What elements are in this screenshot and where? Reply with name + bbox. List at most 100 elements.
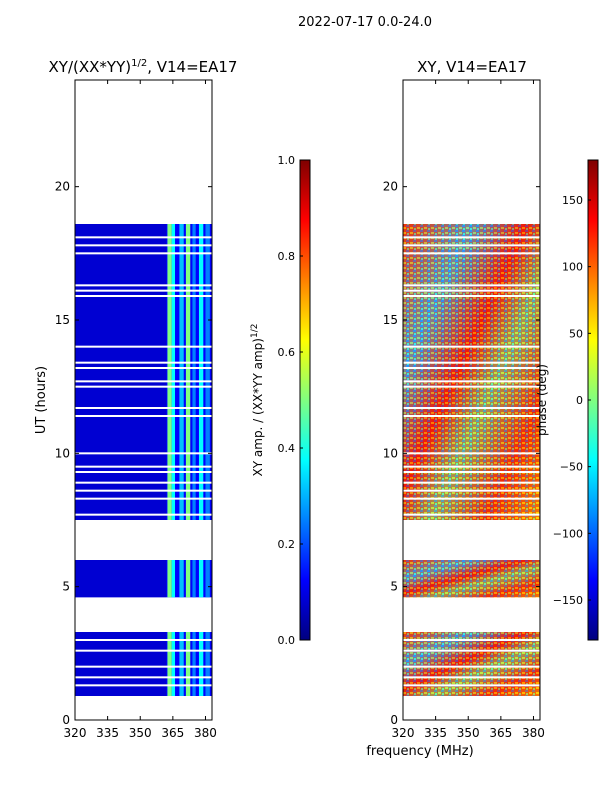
amp-channel-stripe [167,632,172,696]
phase-y-tick-label: 10 [383,446,398,460]
phase-colorbar-tick-label: 0 [576,394,583,407]
phase-gap-line [403,289,540,292]
amp-x-tick-label: 380 [194,726,217,740]
phase-gap-line [403,361,540,364]
amp-x-tick-label: 335 [96,726,119,740]
phase-gap-line [403,415,540,417]
phase-colorbar: −150 −100 −50 0 50 100 150 phase (deg) [535,159,599,641]
amp-gap-line [75,385,212,388]
amp-channel-stripe [185,632,191,696]
phase-y-tick-label: 5 [390,580,398,594]
phase-x-tick-label: 365 [489,726,512,740]
amp-low-band [75,224,167,520]
amp-channel-stripe [192,632,196,696]
amp-channel-stripe [198,560,204,598]
amp-gap-line [75,295,212,297]
amp-channel-stripe [179,224,184,520]
amp-channel-stripe [171,632,176,696]
amp-y-ticks: 0 5 10 15 20 [55,180,212,727]
phase-gap-lines [403,236,540,687]
amp-channel-stripe [179,632,184,696]
amp-x-ticks: 320 335 350 365 380 [64,80,217,740]
amp-low-band [75,560,167,598]
phase-y-ticks: 0 5 10 15 20 [383,180,540,727]
amp-gap-line [75,497,212,500]
amp-colorbar-label: XY amp. / (XX*YY amp)1/2 [250,324,265,477]
phase-plot-frame [402,79,541,721]
phase-gap-line [403,236,540,239]
phase-colorbar-tick-label: −150 [553,594,583,607]
phase-gap-line [403,367,540,369]
phase-title: XY, V14=EA17 [417,58,527,76]
phase-gap-line [403,385,540,388]
amp-colorbar-tick-label: 0.4 [278,442,296,455]
phase-gap-line [403,295,540,297]
amp-y-tick-label: 15 [55,313,70,327]
amp-channel-stripe [171,560,176,598]
phase-noise-texture [403,224,540,520]
phase-colorbar-tick-label: 100 [562,261,583,274]
amp-gap-line [75,481,212,484]
phase-colorbar-tick-label: −100 [553,527,583,540]
phase-gap-line [403,649,540,652]
amp-gap-line [75,665,212,668]
phase-y-tick-label: 20 [383,180,398,194]
amp-y-tick-label: 5 [62,580,70,594]
phase-y-tick-label: 15 [383,313,398,327]
frequency-axis-label: frequency (MHz) [366,744,473,759]
amp-panel: XY/(XX*YY)1/2, V14=EA17 320 335 350 365 380 … [34,58,237,740]
amp-channel-stripe [205,632,210,696]
amp-y-tick-label: 20 [55,180,70,194]
amp-low-band [75,632,167,696]
phase-gap-line [403,471,540,473]
phase-colorbar-label: phase (deg) [535,364,549,436]
amp-channel-stripe [167,560,172,598]
amp-plot-frame [74,79,213,721]
amp-gap-line [75,244,212,247]
amp-gap-line [75,649,212,652]
amp-x-tick-label: 350 [129,726,152,740]
amp-channel-stripe [198,224,204,520]
amp-y-tick-label: 10 [55,446,70,460]
phase-colorbar-tick-label: 150 [562,194,583,207]
amp-gap-line [75,380,212,383]
amp-channel-stripe [192,560,196,598]
phase-gap-line [403,252,540,255]
phase-gap-line [403,513,540,516]
phase-gap-line [403,481,540,484]
phase-colorbar-tick-label: 50 [569,327,583,340]
amp-colorbar: 0.0 0.2 0.4 0.6 0.8 1.0 XY amp. / (XX*YY amp)… [250,154,311,647]
phase-x-tick-label: 320 [392,726,415,740]
amp-colorbar-tick-label: 1.0 [278,154,296,167]
amp-channel-stripe [205,560,210,598]
phase-gap-line [403,639,540,641]
phase-noise-texture [403,560,540,598]
amp-colorbar-tick-label: 0.8 [278,250,296,263]
phase-panel: XY, V14=EA17 320 335 350 365 380 0 5 10 15 20 [383,58,545,740]
phase-gap-line [403,497,540,500]
phase-gap-line [403,380,540,383]
amp-gap-line [75,489,212,492]
amp-channel-stripe [167,224,172,520]
amp-gap-line [75,252,212,255]
amp-y-axis-label: UT (hours) [34,366,49,434]
amp-gap-line [75,361,212,364]
amp-x-tick-label: 320 [64,726,87,740]
amp-x-tick-label: 365 [161,726,184,740]
figure-suptitle: 2022-07-17 0.0-24.0 [298,15,432,30]
amp-gap-line [75,513,212,516]
amp-y-tick-label: 0 [62,713,70,727]
amp-channel-stripe [185,224,191,520]
phase-x-ticks: 320 335 350 365 380 [392,80,545,740]
amp-gap-line [75,415,212,417]
amp-gap-line [75,345,212,348]
phase-gap-line [403,665,540,668]
phase-colorbar-tick-label: −50 [560,461,583,474]
phase-x-tick-label: 350 [457,726,480,740]
phase-colorbar-ticks: −150 −100 −50 0 50 100 150 [553,194,591,607]
amp-gap-line [75,407,212,409]
phase-gap-line [403,465,540,468]
amp-gap-line [75,284,212,287]
phase-gap-line [403,684,540,687]
